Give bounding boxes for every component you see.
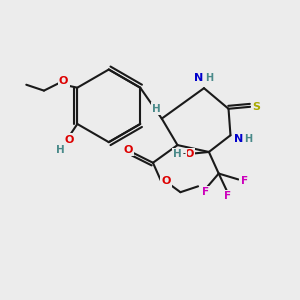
Text: O: O: [161, 176, 170, 186]
Text: F: F: [241, 176, 248, 186]
Text: H: H: [56, 145, 65, 154]
Text: H: H: [152, 104, 161, 114]
Text: H: H: [173, 149, 182, 159]
Text: O: O: [184, 149, 194, 159]
Text: -: -: [183, 151, 186, 157]
Text: S: S: [252, 102, 260, 112]
Text: O: O: [124, 145, 133, 155]
Text: H: H: [244, 134, 252, 144]
Text: O: O: [65, 135, 74, 145]
Text: O: O: [59, 76, 68, 86]
Text: F: F: [224, 191, 231, 201]
Text: N: N: [194, 74, 204, 83]
Text: F: F: [202, 187, 209, 197]
Text: N: N: [234, 134, 243, 144]
Text: H: H: [205, 74, 213, 83]
